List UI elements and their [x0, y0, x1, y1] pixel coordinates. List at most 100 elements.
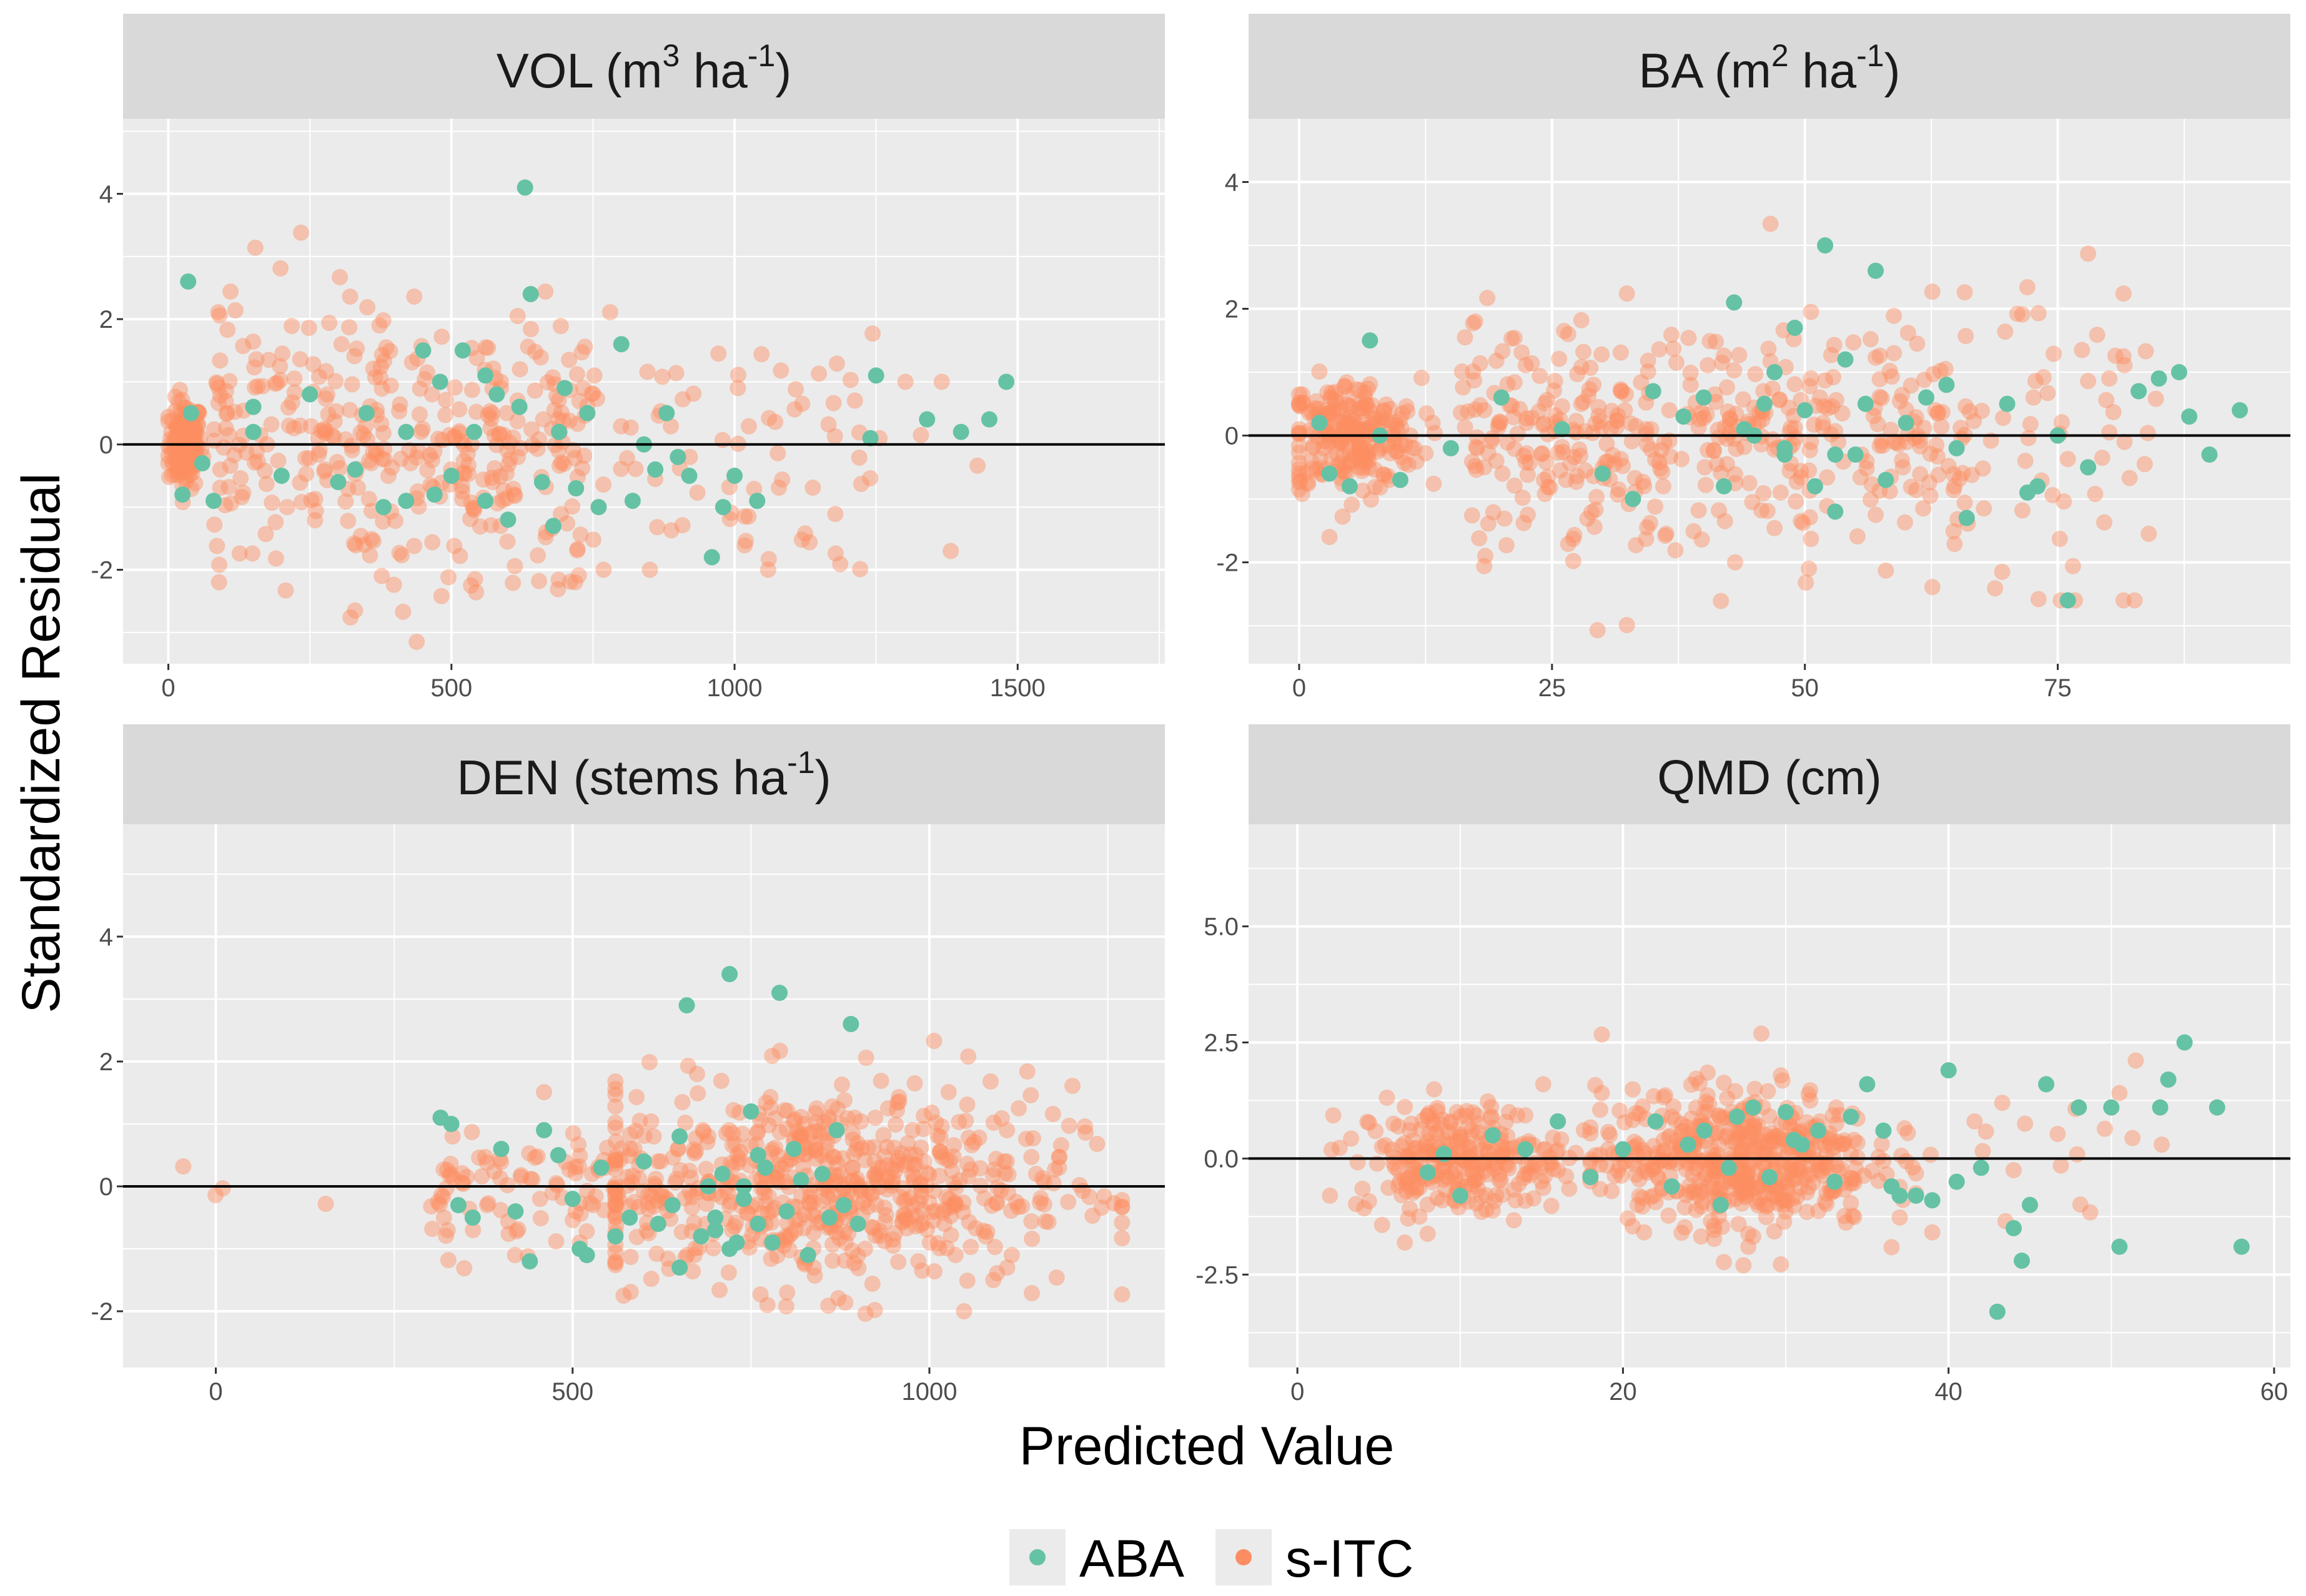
sitc-point [1569, 366, 1586, 383]
sitc-point [567, 574, 583, 591]
sitc-point [1402, 1200, 1418, 1217]
aba-point [1786, 319, 1803, 336]
sitc-point [1535, 471, 1552, 488]
sitc-point [344, 441, 360, 458]
sitc-point [1628, 1105, 1645, 1121]
sitc-point [1781, 1165, 1798, 1182]
sitc-point [1683, 1076, 1700, 1093]
sitc-point [914, 1202, 931, 1218]
sitc-point [1738, 1187, 1755, 1204]
sitc-point [677, 1115, 694, 1131]
sitc-point [226, 403, 243, 420]
sitc-point [267, 375, 284, 392]
sitc-point [829, 1101, 846, 1117]
sitc-point [1483, 433, 1500, 450]
sitc-point [836, 1224, 853, 1240]
sitc-point [1565, 531, 1581, 548]
sitc-point [1836, 1208, 1853, 1224]
sitc-point [1862, 331, 1879, 348]
sitc-point [1957, 328, 1974, 345]
sitc-point [1336, 464, 1353, 481]
sitc-point [1400, 1148, 1417, 1165]
sitc-point [842, 372, 859, 388]
sitc-point [585, 385, 601, 402]
sitc-point [1760, 340, 1777, 357]
sitc-point [947, 1195, 964, 1211]
sitc-point [1668, 354, 1685, 371]
sitc-point [477, 339, 494, 356]
aba-point [1868, 262, 1884, 279]
sitc-point [1814, 415, 1831, 431]
sitc-point [1945, 523, 1962, 539]
y-tick-label: 5.0 [1204, 914, 1239, 941]
sitc-point [524, 1171, 541, 1188]
aba-point [715, 499, 731, 516]
sitc-point [1329, 435, 1346, 452]
sitc-point [523, 421, 540, 438]
sitc-point [245, 333, 262, 350]
aba-point [998, 373, 1015, 390]
sitc-point [1899, 433, 1916, 450]
sitc-point [1788, 493, 1804, 510]
sitc-point [375, 312, 392, 329]
sitc-point [894, 1214, 911, 1231]
sitc-point [1418, 1138, 1435, 1155]
sitc-point [1442, 1115, 1459, 1131]
sitc-point [1114, 1286, 1131, 1303]
sitc-point [438, 1180, 455, 1196]
sitc-point [1776, 1173, 1793, 1190]
sitc-point [1342, 409, 1359, 426]
sitc-point [1817, 372, 1834, 389]
sitc-point [1519, 466, 1536, 483]
sitc-point [1518, 445, 1535, 461]
sitc-point [1792, 1180, 1809, 1196]
sitc-point [1545, 1160, 1561, 1177]
sitc-point [2027, 373, 2044, 390]
sitc-point [1740, 1238, 1757, 1255]
sitc-point [1084, 1208, 1101, 1224]
sitc-point [170, 449, 187, 466]
sitc-point [763, 1145, 779, 1161]
sitc-point [508, 1223, 525, 1239]
sitc-point [1357, 420, 1373, 437]
sitc-point [1625, 1218, 1641, 1234]
sitc-point [1316, 433, 1333, 450]
sitc-point [749, 1125, 766, 1141]
sitc-point [1623, 433, 1640, 450]
sitc-point [1976, 500, 1992, 517]
sitc-point [1341, 428, 1358, 445]
sitc-point [447, 379, 463, 396]
sitc-point [181, 438, 197, 455]
sitc-point [909, 1194, 926, 1210]
sitc-point [856, 1192, 873, 1208]
sitc-point [1077, 1125, 1094, 1141]
sitc-point [1774, 1192, 1791, 1209]
sitc-point [406, 288, 423, 305]
sitc-point [1537, 1141, 1553, 1158]
sitc-point [378, 339, 395, 356]
sitc-point [1766, 1223, 1783, 1240]
sitc-point [346, 348, 363, 365]
sitc-point [1824, 398, 1841, 415]
sitc-point [569, 366, 586, 383]
sitc-point [808, 1151, 825, 1167]
sitc-point [875, 1127, 892, 1143]
sitc-point [910, 1253, 927, 1269]
sitc-point [368, 446, 385, 463]
sitc-point [1318, 401, 1335, 418]
sitc-point [2127, 1052, 2144, 1069]
sitc-point [849, 1171, 866, 1187]
aba-point [799, 1247, 816, 1263]
sitc-point [1579, 510, 1596, 527]
sitc-point [810, 1123, 827, 1139]
sitc-point [607, 1086, 624, 1103]
sitc-point [1400, 1172, 1417, 1189]
sitc-point [734, 1126, 751, 1142]
sitc-point [864, 1219, 881, 1236]
sitc-point [169, 460, 186, 476]
aba-point [757, 1160, 774, 1176]
sitc-point [588, 390, 605, 407]
aba-point [302, 386, 319, 403]
sitc-point [246, 359, 263, 376]
sitc-point [1550, 1161, 1566, 1178]
